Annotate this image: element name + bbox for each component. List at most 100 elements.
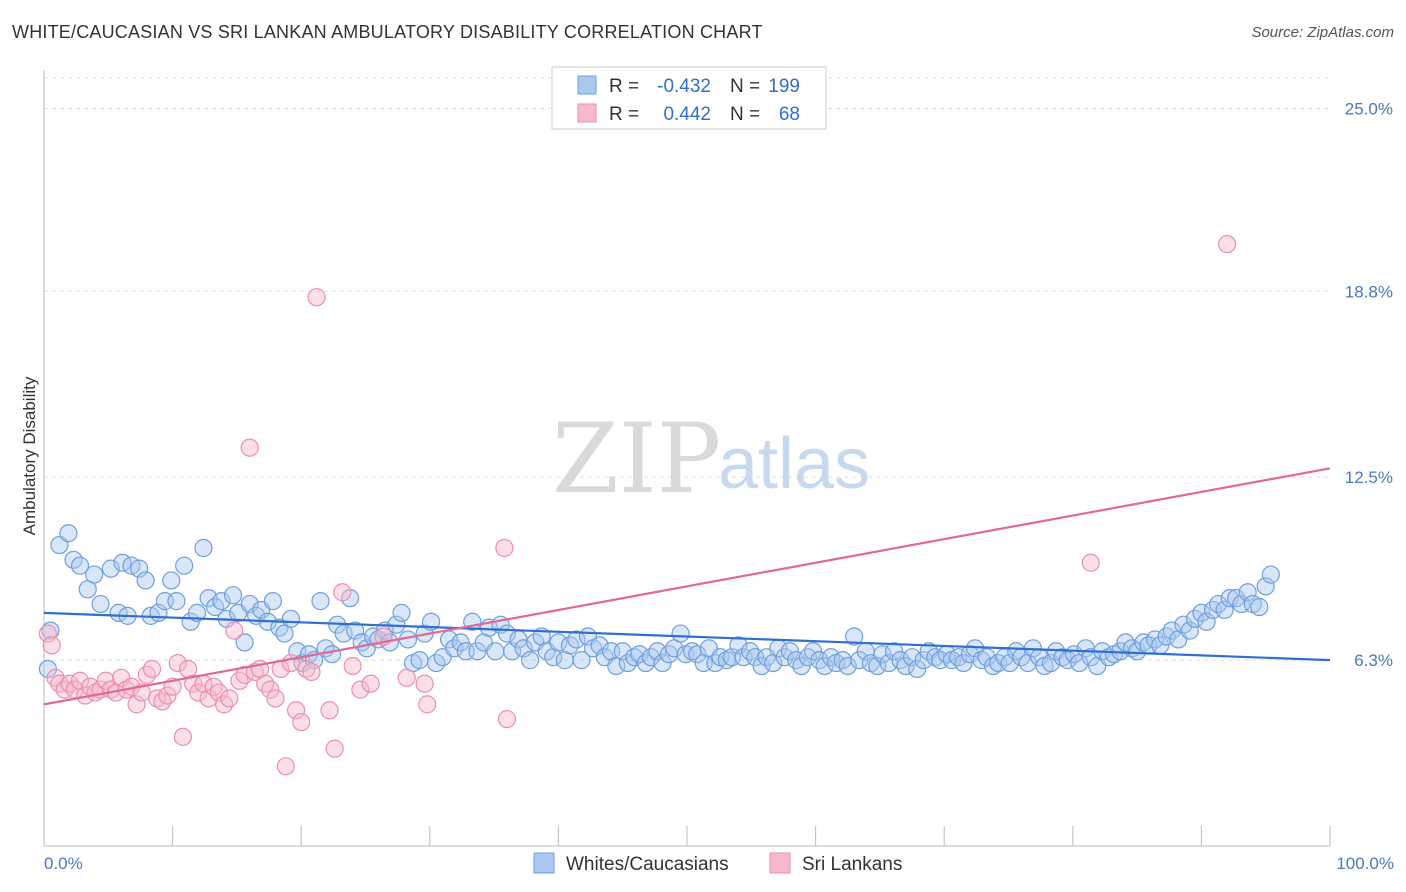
point-whites xyxy=(281,609,301,628)
point-whites xyxy=(223,586,243,605)
series-legend-swatch-whites xyxy=(533,852,555,874)
point-whites xyxy=(1157,627,1176,646)
point-whites xyxy=(1261,565,1280,584)
legend-box xyxy=(551,66,827,130)
legend-r-value-blue: -0.432 xyxy=(657,76,711,97)
point-srilankans xyxy=(38,624,57,643)
point-whites xyxy=(740,642,760,661)
point-whites xyxy=(798,648,817,667)
point-srilankans xyxy=(325,739,344,758)
point-whites xyxy=(130,559,149,578)
point-whites xyxy=(549,633,568,652)
point-whites xyxy=(1180,621,1199,640)
point-whites xyxy=(891,651,910,670)
point-whites xyxy=(311,592,330,611)
point-whites xyxy=(410,651,429,670)
point-whites xyxy=(1215,600,1234,620)
point-srilankans xyxy=(184,674,203,693)
point-srilankans xyxy=(343,656,362,676)
trend-line-whites xyxy=(43,611,1331,662)
legend-n-label-blue: N = xyxy=(730,76,760,97)
watermark-atlas: atlas xyxy=(718,424,870,504)
point-whites xyxy=(187,603,207,623)
point-srilankans xyxy=(320,701,339,720)
point-whites xyxy=(1146,630,1165,649)
source-credit: Source: ZipAtlas.com xyxy=(1251,24,1394,41)
point-whites xyxy=(1256,577,1275,596)
point-whites xyxy=(729,636,748,655)
point-whites xyxy=(1000,653,1019,673)
point-whites xyxy=(590,636,609,655)
point-whites xyxy=(503,642,522,661)
point-srilankans xyxy=(351,680,370,699)
point-whites xyxy=(288,642,307,661)
point-srilankans xyxy=(173,727,192,746)
point-whites xyxy=(235,633,254,652)
point-whites xyxy=(101,559,120,578)
point-srilankans xyxy=(495,538,514,558)
point-whites xyxy=(1220,589,1239,608)
legend-r-label-blue: R = xyxy=(609,76,639,97)
point-whites xyxy=(212,592,231,611)
point-whites xyxy=(1227,589,1246,608)
point-srilankans xyxy=(60,674,79,693)
point-whites xyxy=(902,648,922,667)
point-srilankans xyxy=(235,665,254,684)
grid-lines xyxy=(44,77,1330,661)
point-srilankans xyxy=(276,757,295,776)
point-srilankans xyxy=(230,671,249,690)
point-srilankans xyxy=(261,680,280,699)
point-whites xyxy=(1197,612,1216,631)
x-tick-label-min: 0.0% xyxy=(44,854,83,873)
point-srilankans xyxy=(292,712,311,732)
point-srilankans xyxy=(158,686,177,705)
point-whites xyxy=(346,621,365,640)
point-whites xyxy=(1250,597,1269,617)
point-whites xyxy=(175,556,194,575)
point-whites xyxy=(240,594,259,614)
point-srilankans xyxy=(307,288,326,307)
point-whites xyxy=(91,594,110,614)
x-tick-label-max: 100.0% xyxy=(1336,854,1394,873)
point-srilankans xyxy=(1218,234,1237,254)
legend-n-label-pink: N = xyxy=(730,104,760,125)
point-srilankans xyxy=(96,671,115,690)
point-srilankans xyxy=(266,689,285,708)
y-axis-label: Ambulatory Disability xyxy=(20,376,39,535)
point-whites xyxy=(194,538,213,558)
point-whites xyxy=(162,571,181,590)
point-whites xyxy=(334,624,353,643)
point-whites xyxy=(775,648,794,667)
series-legend-label-whites: Whites/Caucasians xyxy=(566,854,729,875)
series-legend: Whites/Caucasians Sri Lankans xyxy=(533,852,902,875)
point-whites xyxy=(85,565,104,584)
y-tick-labels: 6.3% 12.5% 18.8% 25.0% xyxy=(1345,99,1393,670)
point-whites xyxy=(838,656,857,676)
point-srilankans xyxy=(50,674,69,693)
point-srilankans xyxy=(225,621,244,640)
point-srilankans xyxy=(189,683,208,702)
point-whites xyxy=(845,627,864,646)
chart-title: WHITE/CAUCASIAN VS SRI LANKAN AMBULATORY… xyxy=(12,22,763,42)
point-srilankans xyxy=(240,438,259,457)
point-srilankans xyxy=(127,695,146,714)
legend-r-label-pink: R = xyxy=(609,104,639,125)
point-whites xyxy=(706,653,725,673)
point-whites xyxy=(1192,603,1211,623)
point-srilankans xyxy=(168,653,187,673)
point-srilankans xyxy=(137,665,156,684)
point-whites xyxy=(567,630,586,649)
legend-n-value-pink: 68 xyxy=(779,104,800,125)
point-srilankans xyxy=(1081,553,1100,572)
point-srilankans xyxy=(204,677,223,696)
point-srilankans xyxy=(55,680,74,699)
point-srilankans xyxy=(199,689,218,708)
point-srilankans xyxy=(148,689,167,708)
point-whites xyxy=(572,651,591,670)
point-srilankans xyxy=(415,674,434,693)
point-srilankans xyxy=(297,659,316,679)
data-points xyxy=(38,234,1280,776)
y-tick-label: 12.5% xyxy=(1345,468,1393,487)
legend-swatch-blue xyxy=(577,75,597,95)
point-srilankans xyxy=(245,662,265,682)
